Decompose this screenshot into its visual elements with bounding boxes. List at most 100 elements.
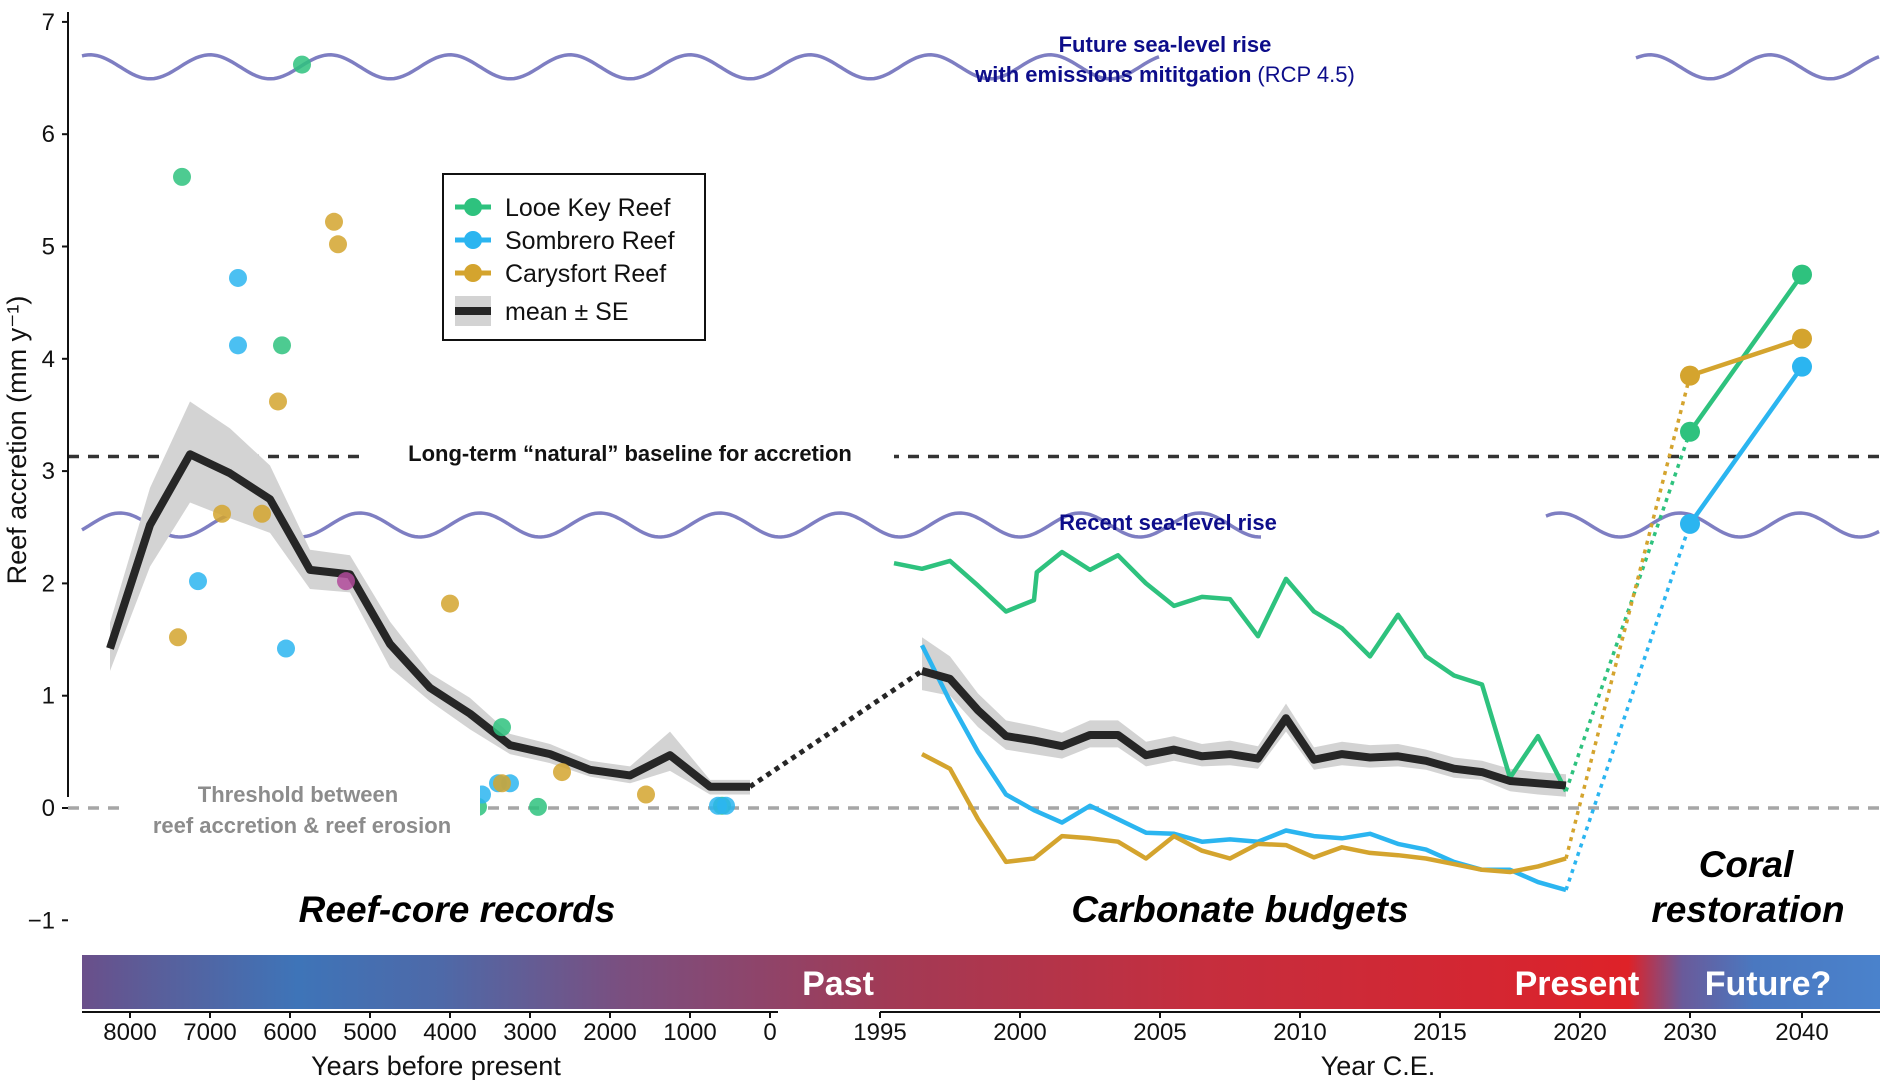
carysfort-point [493,774,511,793]
restoration-points [1680,264,1812,534]
sombrero-restoration-point [1680,513,1700,534]
sombrero-point [229,268,247,287]
legend-label: mean ± SE [505,298,629,326]
threshold-label-bg [125,780,480,840]
legend: Looe Key Reef Sombrero Reef Carysfort Reef… [442,173,706,341]
x-axes: 8000 7000 6000 5000 4000 3000 2000 1000 0 1995 200… [82,1011,1880,1080]
overlap-point [337,572,355,591]
threshold-label-line1: Threshold between [198,782,398,807]
mean-line-budgets [920,667,1567,790]
era-label-future: Future? [1705,965,1832,1003]
carysfort-restoration-line [1689,336,1803,378]
x-axis-title-past: Years before present [311,1051,561,1080]
y-tick-label: 6 [42,121,55,148]
reef-core-points [169,55,735,816]
future-sea-level-rcp: (RCP 4.5) [1257,62,1354,87]
carysfort-point [329,235,347,254]
x-tick-label: 2015 [1413,1019,1466,1046]
future-sea-level-wave-left [81,53,1160,81]
legend-items: Looe Key Reef Sombrero Reef Carysfort Reef… [455,194,675,326]
x-tick-label: 4000 [423,1019,476,1046]
recent-sea-level-wave-right [1545,511,1880,539]
looe-key-point [529,797,547,816]
era-label-past: Past [802,965,874,1003]
y-tick-label: 3 [42,458,55,485]
x-tick-label: 1000 [663,1019,716,1046]
looe-key-point [493,718,511,737]
x-tick-label: 2020 [1553,1019,1606,1046]
x-tick-label: 7000 [183,1019,236,1046]
carysfort-point [253,504,271,523]
section-label-coral-line1: Coral [1699,844,1794,885]
looe-key-point [293,55,311,74]
section-label-coral-line2: restoration [1651,889,1844,930]
y-tick-label: 7 [42,9,55,36]
carysfort-point [637,785,655,804]
legend-label: Looe Key Reef [505,194,670,222]
sombrero-restoration-point [1792,356,1812,377]
y-tick-label: 1 [42,683,55,710]
carysfort-projection-dotted [1564,375,1692,859]
x-tick-label: 6000 [263,1019,316,1046]
carysfort-budget-line [920,752,1567,875]
y-tick-label: −1 [28,907,55,934]
x-tick-label: 1995 [853,1019,906,1046]
x-tick-label: 5000 [343,1019,396,1046]
y-tick-label: 0 [42,795,55,822]
x-tick-label: 3000 [503,1019,556,1046]
carysfort-point [553,763,571,782]
sombrero-point [717,796,735,815]
future-sea-level-wave-right [1635,53,1880,81]
looe-key-budget-line [893,549,1569,793]
looe-key-point [273,336,291,355]
carysfort-point [213,504,231,523]
x-tick-label: 8000 [103,1019,156,1046]
y-tick-label: 4 [42,346,55,373]
mean-line-past [106,450,750,791]
sombrero-projection-dotted [1564,523,1692,891]
recent-sea-level-label: Recent sea-level rise [1059,510,1277,535]
sea-level-waves [81,53,1880,539]
baseline-label: Long-term “natural” baseline for accreti… [408,441,852,466]
section-label-reef-core: Reef-core records [299,889,616,930]
x-axis-title-ce: Year C.E. [1321,1051,1436,1080]
threshold-label-line2: reef accretion & reef erosion [153,813,451,838]
carysfort-point [325,212,343,231]
y-tick-label: 2 [42,570,55,597]
future-sea-level-label-main: with emissions mititgation [974,62,1251,87]
looe-key-restoration-point [1680,421,1700,442]
sombrero-point [229,336,247,355]
x-tick-label: 2040 [1775,1019,1828,1046]
x-tick-label: 2005 [1133,1019,1186,1046]
carysfort-point [169,628,187,647]
carysfort-restoration-point [1680,365,1700,386]
era-label-present: Present [1515,965,1640,1003]
sombrero-point [189,572,207,591]
future-sea-level-label-line2: with emissions mititgation (RCP 4.5) [974,62,1355,87]
legend-label: Sombrero Reef [505,227,675,255]
looe-key-restoration-point [1792,264,1812,285]
legend-swatch-dot [464,198,482,216]
y-tick-label: 5 [42,234,55,261]
sombrero-restoration-line [1688,365,1804,526]
y-axis-ticks: −1 0 1 2 3 4 5 6 7 [28,9,68,934]
legend-swatch-dot [464,231,482,249]
x-tick-label: 2010 [1273,1019,1326,1046]
y-axis: −1 0 1 2 3 4 5 6 7 Reef accretion (mm y⁻¹) [2,9,69,934]
future-sea-level-label-line1: Future sea-level rise [1059,32,1272,57]
x-axis-ticks: 8000 7000 6000 5000 4000 3000 2000 1000 0 1995 200… [103,1012,1829,1046]
carysfort-point [441,594,459,613]
y-axis-title: Reef accretion (mm y⁻¹) [2,296,32,585]
x-tick-label: 2030 [1663,1019,1716,1046]
section-label-carbonate: Carbonate budgets [1071,889,1408,930]
x-tick-label: 2000 [993,1019,1046,1046]
carysfort-point [269,392,287,411]
sombrero-point [277,639,295,658]
carysfort-restoration-point [1792,328,1812,349]
legend-label: Carysfort Reef [505,260,666,288]
mean-dotted-bridge [748,668,924,789]
looe-restoration-line [1688,273,1804,434]
x-tick-label: 0 [763,1019,776,1046]
baseline-label-bg [366,437,894,469]
